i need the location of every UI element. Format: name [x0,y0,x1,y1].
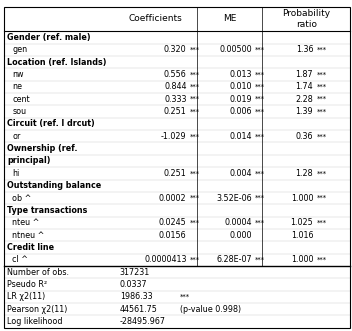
Text: 0.00500: 0.00500 [219,45,252,54]
Text: ***: *** [190,170,200,176]
Text: LR χ2(11): LR χ2(11) [7,292,45,301]
Text: (p-value 0.998): (p-value 0.998) [180,305,241,314]
Text: 1.025: 1.025 [290,218,313,227]
Text: Pearson χ2(11): Pearson χ2(11) [7,305,68,314]
Text: Probability
ratio: Probability ratio [282,9,330,29]
Text: ***: *** [255,133,265,139]
Text: 0.004: 0.004 [229,169,252,178]
Text: sou: sou [12,107,26,116]
Text: ***: *** [190,71,200,77]
Text: Gender (ref. male): Gender (ref. male) [7,33,91,42]
Text: 1.74: 1.74 [296,82,313,91]
Text: 0.0156: 0.0156 [159,231,187,240]
Text: ***: *** [255,109,265,115]
Text: ***: *** [317,109,327,115]
Text: cl ^: cl ^ [12,255,28,264]
Text: 317231: 317231 [120,268,150,277]
Text: 0.010: 0.010 [229,82,252,91]
Text: ***: *** [190,84,200,90]
Text: hi: hi [12,169,20,178]
Text: ***: *** [317,96,327,102]
Text: ***: *** [190,220,200,226]
Text: Ownership (ref.: Ownership (ref. [7,144,77,153]
Text: ***: *** [255,170,265,176]
Text: 1.000: 1.000 [291,255,313,264]
Text: 0.251: 0.251 [164,107,187,116]
Text: principal): principal) [7,157,51,166]
Text: ME: ME [223,15,236,24]
Text: 1.87: 1.87 [296,70,313,79]
Text: Number of obs.: Number of obs. [7,268,69,277]
Text: Outstanding balance: Outstanding balance [7,181,101,190]
Text: 0.006: 0.006 [229,107,252,116]
Text: ***: *** [190,195,200,201]
Text: 0.0337: 0.0337 [120,280,147,289]
Text: 0.014: 0.014 [229,132,252,141]
Text: 0.320: 0.320 [164,45,187,54]
Text: -28495.967: -28495.967 [120,317,166,326]
Text: ***: *** [317,71,327,77]
Text: 1.016: 1.016 [291,231,313,240]
Text: Location (ref. Islands): Location (ref. Islands) [7,58,107,67]
Text: ***: *** [190,96,200,102]
Text: -1.029: -1.029 [161,132,187,141]
Text: 1.28: 1.28 [296,169,313,178]
Text: ***: *** [317,133,327,139]
Text: 0.013: 0.013 [229,70,252,79]
Text: 44561.75: 44561.75 [120,305,158,314]
Text: nw: nw [12,70,24,79]
Text: 0.0004: 0.0004 [224,218,252,227]
Text: ***: *** [255,96,265,102]
Text: Type transactions: Type transactions [7,206,87,215]
Text: 0.844: 0.844 [164,82,187,91]
Text: ***: *** [255,47,265,53]
Text: ***: *** [255,220,265,226]
Text: Log likelihood: Log likelihood [7,317,63,326]
Text: nteu ^: nteu ^ [12,218,40,227]
Text: 1986.33: 1986.33 [120,292,152,301]
Text: ***: *** [255,195,265,201]
Text: 2.28: 2.28 [296,95,313,104]
Text: 0.333: 0.333 [164,95,187,104]
Text: ***: *** [317,195,327,201]
Text: cent: cent [12,95,30,104]
Text: Credit line: Credit line [7,243,54,252]
Text: 0.0245: 0.0245 [159,218,187,227]
Text: 0.0002: 0.0002 [159,194,187,203]
Text: ob ^: ob ^ [12,194,32,203]
Text: ne: ne [12,82,22,91]
Text: Pseudo R²: Pseudo R² [7,280,47,289]
Text: ***: *** [317,220,327,226]
Text: gen: gen [12,45,27,54]
Text: ***: *** [317,47,327,53]
Text: 6.28E-07: 6.28E-07 [216,255,252,264]
Text: 1.000: 1.000 [291,194,313,203]
Text: 1.39: 1.39 [296,107,313,116]
Text: 3.52E-06: 3.52E-06 [216,194,252,203]
Text: 1.36: 1.36 [296,45,313,54]
Text: 0.251: 0.251 [164,169,187,178]
Text: ***: *** [255,257,265,263]
Text: 0.0000413: 0.0000413 [144,255,187,264]
Text: ***: *** [190,47,200,53]
Text: 0.019: 0.019 [229,95,252,104]
Text: 0.556: 0.556 [164,70,187,79]
Text: or: or [12,132,21,141]
Text: ***: *** [317,257,327,263]
Text: ***: *** [190,109,200,115]
Text: 0.000: 0.000 [229,231,252,240]
Text: ***: *** [190,133,200,139]
Text: ntneu ^: ntneu ^ [12,231,45,240]
Text: ***: *** [255,71,265,77]
Text: Coefficients: Coefficients [128,15,182,24]
Text: 0.36: 0.36 [296,132,313,141]
Text: ***: *** [317,84,327,90]
Text: ***: *** [190,257,200,263]
Text: ***: *** [255,84,265,90]
Text: ***: *** [317,170,327,176]
Text: ***: *** [180,294,190,300]
Text: Circuit (ref. l drcut): Circuit (ref. l drcut) [7,119,95,128]
